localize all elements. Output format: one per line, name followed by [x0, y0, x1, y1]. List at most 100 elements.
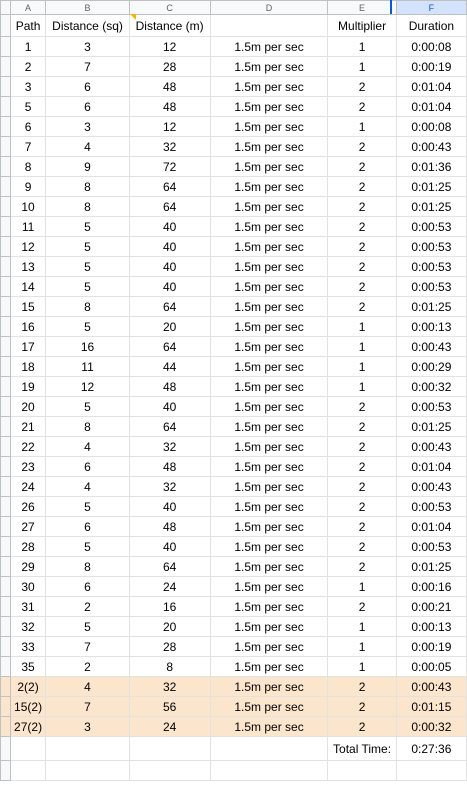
cell-speed[interactable]: 1.5m per sec	[209, 216, 329, 237]
cell-distance-sq[interactable]: 5	[45, 536, 130, 557]
header-cell-distance-sq[interactable]: Distance (sq)	[45, 14, 130, 37]
cell-distance-m[interactable]: 72	[128, 156, 211, 177]
cell-distance-m[interactable]: 32	[128, 136, 211, 157]
cell-speed[interactable]: 1.5m per sec	[209, 596, 329, 617]
cell-path[interactable]: 15(2)	[9, 696, 47, 717]
cell-duration[interactable]: 0:00:13	[395, 316, 467, 337]
header-cell-duration[interactable]: Duration	[395, 14, 467, 37]
cell-multiplier[interactable]: 2	[327, 516, 397, 537]
cell-distance-sq[interactable]: 12	[45, 376, 130, 397]
row-header[interactable]	[0, 636, 11, 657]
cell-speed[interactable]: 1.5m per sec	[209, 716, 329, 737]
cell-speed[interactable]: 1.5m per sec	[209, 456, 329, 477]
cell-multiplier[interactable]: 1	[327, 576, 397, 597]
cell-distance-m[interactable]: 64	[128, 196, 211, 217]
cell-path[interactable]: 10	[9, 196, 47, 217]
cell-multiplier[interactable]: 2	[327, 456, 397, 477]
row-header[interactable]	[0, 676, 11, 697]
cell-duration[interactable]: 0:00:53	[395, 256, 467, 277]
cell-path[interactable]: 3	[9, 76, 47, 97]
cell-speed[interactable]: 1.5m per sec	[209, 296, 329, 317]
cell-distance-m[interactable]: 56	[128, 696, 211, 717]
cell-duration[interactable]: 0:01:25	[395, 196, 467, 217]
cell-distance-sq[interactable]: 7	[45, 56, 130, 77]
column-header-e[interactable]: E	[327, 0, 397, 15]
cell-speed[interactable]: 1.5m per sec	[209, 676, 329, 697]
row-header[interactable]	[0, 656, 11, 677]
cell-distance-m[interactable]: 48	[128, 456, 211, 477]
cell-path[interactable]: 16	[9, 316, 47, 337]
cell-multiplier[interactable]: 2	[327, 96, 397, 117]
cell-empty[interactable]	[209, 760, 329, 781]
row-header[interactable]	[0, 136, 11, 157]
cell-distance-sq[interactable]: 5	[45, 256, 130, 277]
cell-distance-sq[interactable]: 5	[45, 396, 130, 417]
cell-empty[interactable]	[9, 736, 47, 761]
cell-distance-sq[interactable]: 4	[45, 676, 130, 697]
row-header[interactable]	[0, 76, 11, 97]
cell-path[interactable]: 9	[9, 176, 47, 197]
cell-multiplier[interactable]: 1	[327, 316, 397, 337]
row-header[interactable]	[0, 176, 11, 197]
cell-distance-sq[interactable]: 6	[45, 516, 130, 537]
row-header[interactable]	[0, 216, 11, 237]
cell-multiplier[interactable]: 1	[327, 56, 397, 77]
cell-distance-sq[interactable]: 8	[45, 556, 130, 577]
row-header[interactable]	[0, 516, 11, 537]
cell-duration[interactable]: 0:00:32	[395, 376, 467, 397]
cell-empty[interactable]	[395, 760, 467, 781]
cell-path[interactable]: 22	[9, 436, 47, 457]
cell-speed[interactable]: 1.5m per sec	[209, 516, 329, 537]
cell-distance-m[interactable]: 32	[128, 676, 211, 697]
cell-multiplier[interactable]: 2	[327, 396, 397, 417]
cell-duration[interactable]: 0:01:36	[395, 156, 467, 177]
cell-multiplier[interactable]: 2	[327, 416, 397, 437]
cell-speed[interactable]: 1.5m per sec	[209, 236, 329, 257]
cell-distance-m[interactable]: 40	[128, 496, 211, 517]
cell-multiplier[interactable]: 1	[327, 36, 397, 57]
cell-speed[interactable]: 1.5m per sec	[209, 496, 329, 517]
cell-duration[interactable]: 0:01:25	[395, 556, 467, 577]
row-header[interactable]	[0, 616, 11, 637]
cell-multiplier[interactable]: 2	[327, 256, 397, 277]
cell-path[interactable]: 13	[9, 256, 47, 277]
cell-speed[interactable]: 1.5m per sec	[209, 36, 329, 57]
cell-distance-m[interactable]: 40	[128, 216, 211, 237]
cell-path[interactable]: 17	[9, 336, 47, 357]
comment-indicator-icon[interactable]	[130, 14, 136, 20]
cell-distance-m[interactable]: 20	[128, 316, 211, 337]
cell-speed[interactable]: 1.5m per sec	[209, 616, 329, 637]
cell-distance-m[interactable]: 16	[128, 596, 211, 617]
row-header[interactable]	[0, 96, 11, 117]
cell-distance-m[interactable]: 40	[128, 536, 211, 557]
row-header[interactable]	[0, 596, 11, 617]
cell-distance-m[interactable]: 28	[128, 636, 211, 657]
cell-duration[interactable]: 0:00:21	[395, 596, 467, 617]
cell-distance-m[interactable]: 28	[128, 56, 211, 77]
cell-speed[interactable]: 1.5m per sec	[209, 536, 329, 557]
cell-duration[interactable]: 0:00:19	[395, 56, 467, 77]
cell-distance-sq[interactable]: 9	[45, 156, 130, 177]
cell-path[interactable]: 30	[9, 576, 47, 597]
cell-distance-sq[interactable]: 6	[45, 76, 130, 97]
cell-speed[interactable]: 1.5m per sec	[209, 436, 329, 457]
cell-distance-sq[interactable]: 8	[45, 176, 130, 197]
cell-duration[interactable]: 0:00:19	[395, 636, 467, 657]
cell-speed[interactable]: 1.5m per sec	[209, 176, 329, 197]
row-header[interactable]	[0, 296, 11, 317]
cell-duration[interactable]: 0:00:08	[395, 36, 467, 57]
column-header-b[interactable]: B	[45, 0, 130, 15]
cell-duration[interactable]: 0:00:43	[395, 676, 467, 697]
cell-distance-m[interactable]: 40	[128, 276, 211, 297]
cell-distance-sq[interactable]: 3	[45, 716, 130, 737]
cell-speed[interactable]: 1.5m per sec	[209, 56, 329, 77]
cell-multiplier[interactable]: 1	[327, 376, 397, 397]
cell-empty[interactable]	[209, 736, 329, 761]
cell-distance-m[interactable]: 32	[128, 476, 211, 497]
cell-distance-m[interactable]: 64	[128, 336, 211, 357]
cell-distance-m[interactable]: 64	[128, 296, 211, 317]
cell-multiplier[interactable]: 1	[327, 116, 397, 137]
cell-distance-sq[interactable]: 4	[45, 476, 130, 497]
row-header[interactable]	[0, 376, 11, 397]
cell-duration[interactable]: 0:00:08	[395, 116, 467, 137]
